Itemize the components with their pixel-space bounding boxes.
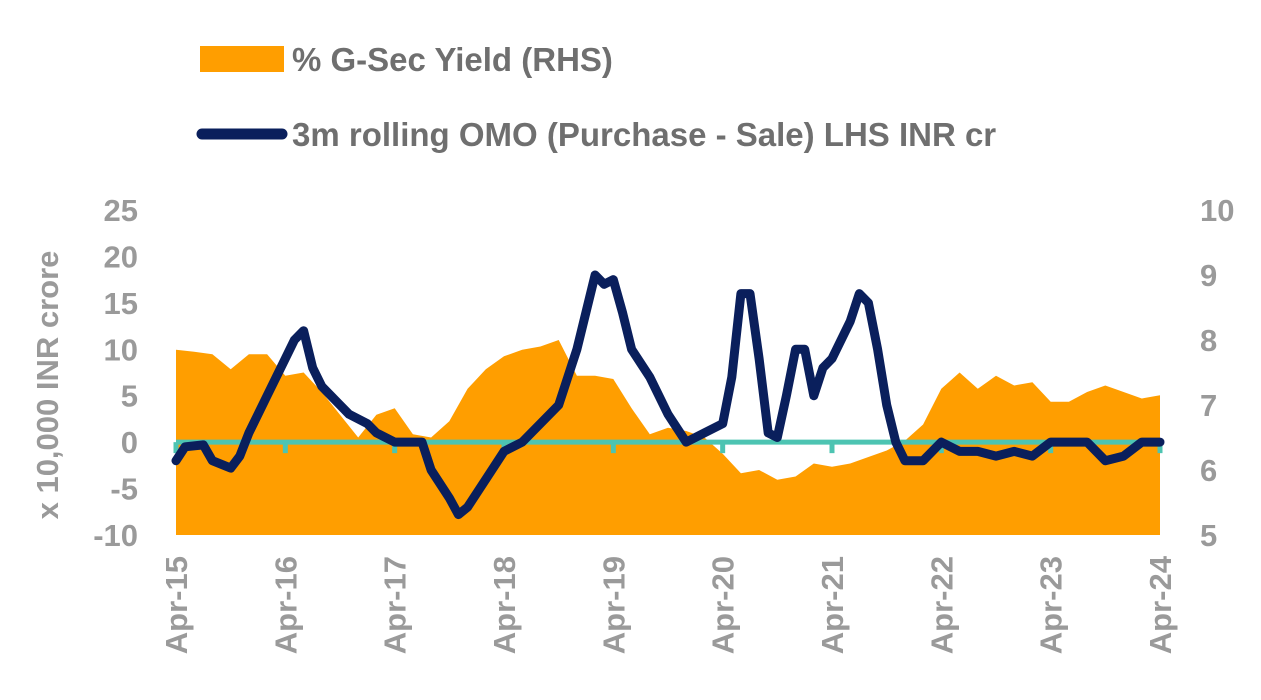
- x-tick-label: Apr-16: [268, 556, 303, 654]
- x-tick-label: Apr-23: [1034, 556, 1069, 654]
- legend: % G-Sec Yield (RHS) 3m rolling OMO (Purc…: [196, 41, 996, 153]
- right-y-tick-label: 5: [1200, 518, 1217, 553]
- right-y-tick-label: 6: [1200, 453, 1217, 488]
- left-y-tick-label: -5: [110, 472, 138, 507]
- left-y-tick-label: 20: [104, 239, 138, 274]
- left-y-tick-label: -10: [93, 518, 138, 553]
- left-y-tick-label: 10: [104, 332, 138, 367]
- left-y-axis: -10 -5 0 5 10 15 20 25: [93, 193, 138, 553]
- x-tick-label: Apr-19: [596, 556, 631, 654]
- left-y-tick-label: 0: [121, 425, 138, 460]
- right-y-tick-label: 7: [1200, 388, 1217, 423]
- x-tick-label: Apr-21: [815, 556, 850, 654]
- right-y-axis: 5 6 7 8 9 10: [1200, 193, 1234, 553]
- left-y-tick-label: 25: [104, 193, 138, 228]
- right-y-tick-label: 9: [1200, 258, 1217, 293]
- left-y-tick-label: 5: [121, 379, 138, 414]
- x-tick-label: Apr-22: [924, 556, 959, 654]
- omo-line: [171, 270, 1165, 520]
- x-tick-label: Apr-18: [487, 556, 522, 654]
- x-axis: Apr-15 Apr-16 Apr-17 Apr-18 Apr-19 Apr-20 Apr-…: [159, 555, 1178, 654]
- x-tick-label: Apr-15: [159, 556, 194, 654]
- legend-label-gsec-yield: % G-Sec Yield (RHS): [292, 41, 613, 78]
- gsec-yield-area-layer: [176, 340, 1160, 535]
- omo-line-layer: [171, 270, 1165, 520]
- right-y-tick-label: 8: [1200, 323, 1217, 358]
- legend-swatch-gsec-yield: [200, 46, 284, 72]
- x-tick-label: Apr-20: [706, 556, 741, 654]
- legend-label-omo: 3m rolling OMO (Purchase - Sale) LHS INR…: [292, 116, 996, 153]
- gsec-yield-area: [176, 340, 1160, 535]
- x-tick-label: Apr-24: [1143, 555, 1178, 654]
- left-y-tick-label: 15: [104, 286, 138, 321]
- right-y-tick-label: 10: [1200, 193, 1234, 228]
- left-axis-title: x 10,000 INR crore: [30, 251, 65, 520]
- x-tick-label: Apr-17: [378, 556, 413, 654]
